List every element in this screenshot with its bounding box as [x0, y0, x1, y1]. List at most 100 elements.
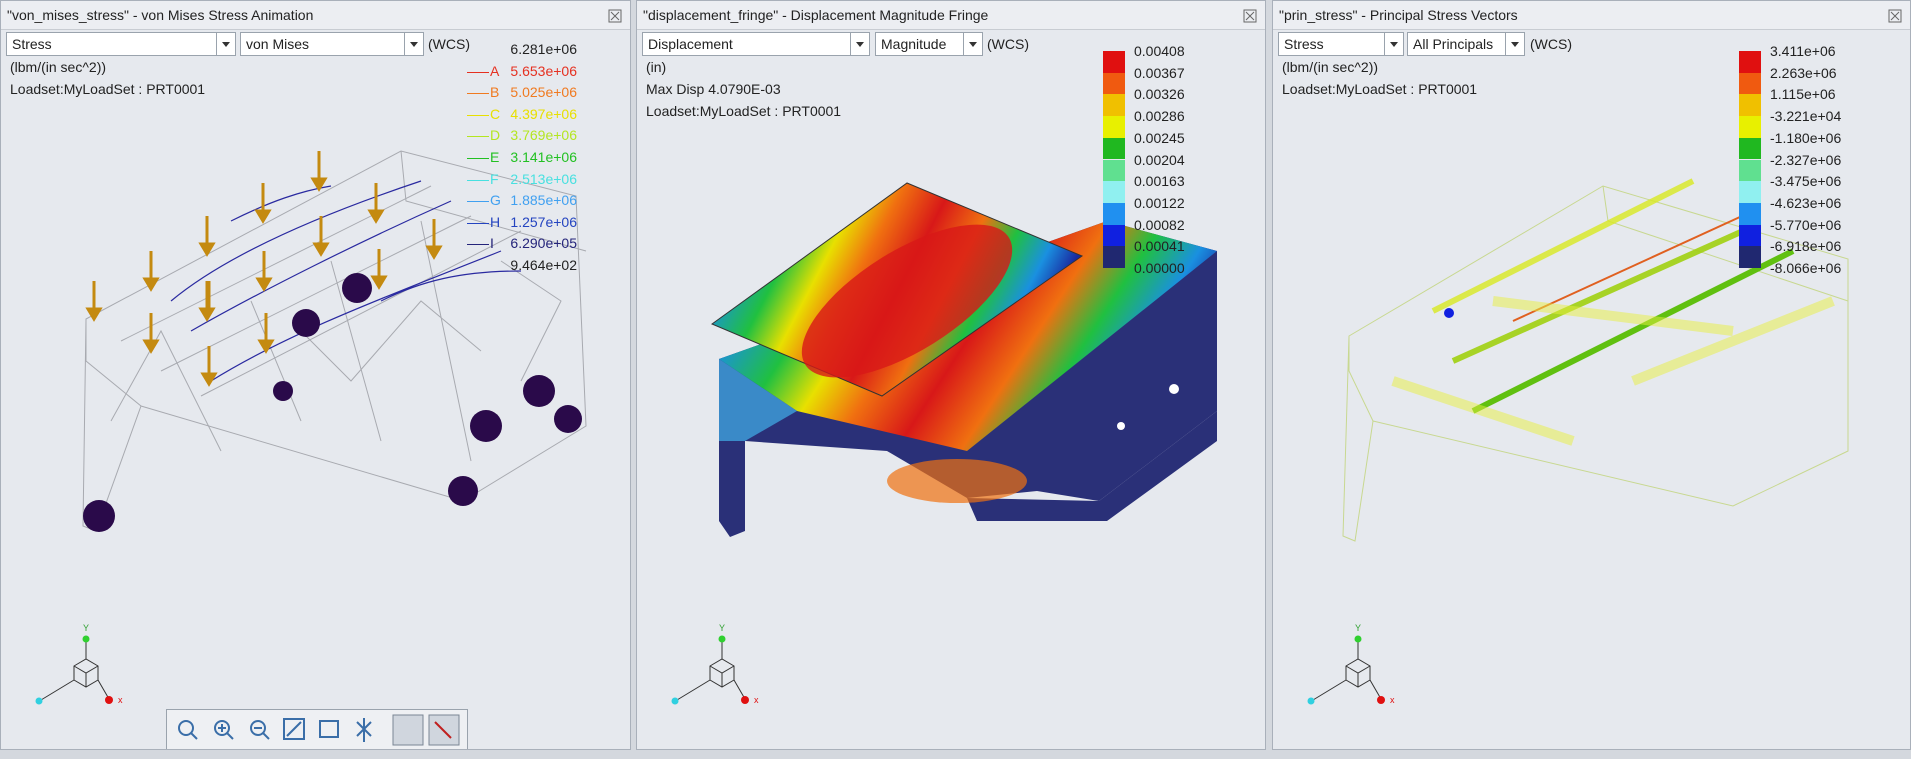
- x-axis-dot: [1377, 696, 1385, 704]
- legend-value: 1.885e+06: [510, 192, 577, 209]
- legend-label: -1.180e+06: [1770, 129, 1842, 146]
- legend-label: 0.00000: [1134, 260, 1185, 276]
- close-icon: [1243, 9, 1257, 23]
- csys-label: (WCS): [428, 36, 470, 52]
- dropdown-arrow: [404, 33, 423, 55]
- legend-letter: H: [490, 213, 501, 230]
- legend-line: [467, 158, 489, 159]
- title-bar: [637, 1, 1265, 30]
- legend-value: 5.025e+06: [510, 84, 577, 101]
- info-line: Loadset:MyLoadSet : PRT0001: [646, 103, 842, 119]
- legend-letter: D: [490, 127, 501, 144]
- legend-swatch: [1103, 116, 1125, 138]
- close-icon: [1888, 9, 1902, 23]
- legend-label: 0.00082: [1134, 216, 1185, 233]
- triad-axes: [676, 641, 746, 701]
- z-axis-dot: [35, 697, 43, 705]
- legend-label: 0.00041: [1134, 238, 1185, 255]
- spin-button[interactable]: [356, 718, 372, 742]
- model-view: [710, 182, 1217, 537]
- legend-swatch: [1103, 51, 1125, 73]
- view-toolbar: [166, 709, 468, 749]
- legend-label: 0.00326: [1134, 86, 1185, 103]
- x-axis-label: x: [754, 695, 759, 705]
- legend-swatch: [1739, 246, 1761, 268]
- legend-letter: E: [490, 149, 500, 165]
- legend-swatch: [1103, 224, 1125, 247]
- load-arrows: [85, 151, 443, 387]
- display-button[interactable]: [392, 714, 424, 746]
- z-axis-dot: [1307, 697, 1315, 705]
- legend-value: 5.653e+06: [510, 62, 577, 79]
- legend-value: 4.397e+06: [510, 105, 577, 122]
- legend-line: [467, 244, 489, 246]
- legend-swatch: [1103, 159, 1125, 182]
- dropdown[interactable]: Stress: [6, 32, 236, 56]
- legend-letter: C: [490, 105, 501, 122]
- close-button[interactable]: [1243, 9, 1257, 23]
- legend-swatch: [1739, 116, 1761, 138]
- refit-button[interactable]: [283, 718, 305, 740]
- triad-axes: [40, 641, 110, 701]
- legend-swatch: [1739, 224, 1761, 247]
- triad-cube: [73, 658, 99, 688]
- legend-label: 3.411e+06: [1770, 43, 1836, 59]
- close-icon: [608, 9, 622, 23]
- title-bar: [1, 1, 630, 30]
- x-axis-dot: [105, 696, 113, 704]
- legend-label: 0.00122: [1134, 194, 1185, 211]
- y-axis-label: Y: [719, 623, 725, 633]
- legend-line: [467, 93, 489, 95]
- dropdown[interactable]: Displacement: [642, 32, 870, 56]
- legend-label: 0.00286: [1134, 108, 1185, 125]
- info-line: (lbm/(in sec^2)): [10, 59, 107, 75]
- legend-letter: F: [490, 170, 499, 187]
- dropdown[interactable]: Stress: [1278, 32, 1404, 56]
- legend-label: -5.770e+06: [1770, 216, 1842, 233]
- legend-line: [467, 222, 489, 224]
- reorient-button[interactable]: [319, 720, 339, 738]
- legend-line: [467, 136, 489, 138]
- legend-label: -4.623e+06: [1770, 194, 1842, 211]
- stress-hotspots: [83, 273, 582, 532]
- close-button[interactable]: [608, 9, 622, 23]
- legend-label: 0.00408: [1134, 43, 1185, 59]
- csys-label: (WCS): [1530, 36, 1572, 52]
- panel-title: "displacement_fringe" - Displacement Mag…: [643, 7, 989, 23]
- zoom-out-button[interactable]: [250, 720, 270, 740]
- legend-line: [467, 179, 489, 181]
- panel-title: "prin_stress" - Principal Stress Vectors: [1279, 7, 1518, 23]
- legend-letter: G: [490, 192, 501, 209]
- x-axis-label: x: [1390, 695, 1395, 705]
- legend-swatch: [1739, 72, 1761, 95]
- dropdown[interactable]: Magnitude: [875, 32, 983, 56]
- y-axis-label: Y: [1355, 623, 1361, 633]
- info-line: (lbm/(in sec^2)): [1282, 59, 1379, 75]
- legend-letter: B: [490, 84, 500, 101]
- close-button[interactable]: [1888, 9, 1902, 23]
- legend-swatch: [1739, 137, 1761, 160]
- legend-swatch: [1739, 159, 1761, 182]
- dropdown[interactable]: All Principals: [1407, 32, 1525, 56]
- legend-swatch: [1739, 202, 1761, 225]
- triad-cube: [1345, 658, 1371, 688]
- stress-contours: [170, 180, 522, 382]
- zoom-in-button[interactable]: [214, 720, 234, 740]
- toolbar-icons: [178, 714, 460, 746]
- dropdown-value: Magnitude: [881, 36, 947, 52]
- dropdown-arrow: [216, 33, 235, 55]
- zoom-button[interactable]: [178, 720, 198, 740]
- pick-icon: [434, 721, 452, 739]
- info-line: Max Disp 4.0790E-03: [646, 81, 781, 97]
- legend-letter: A: [490, 62, 500, 79]
- stress-panel: "von_mises_stress" - von Mises Stress An…: [0, 0, 631, 750]
- legend-swatch: [1103, 137, 1125, 160]
- legend-label: -8.066e+06: [1770, 260, 1842, 276]
- legend-letter: I: [490, 235, 494, 252]
- fringe-model: [710, 182, 1217, 537]
- dropdown-value: von Mises: [246, 36, 310, 52]
- legend-label: 0.00367: [1134, 64, 1185, 81]
- dropdown[interactable]: von Mises: [240, 32, 424, 56]
- z-axis-dot: [671, 697, 679, 705]
